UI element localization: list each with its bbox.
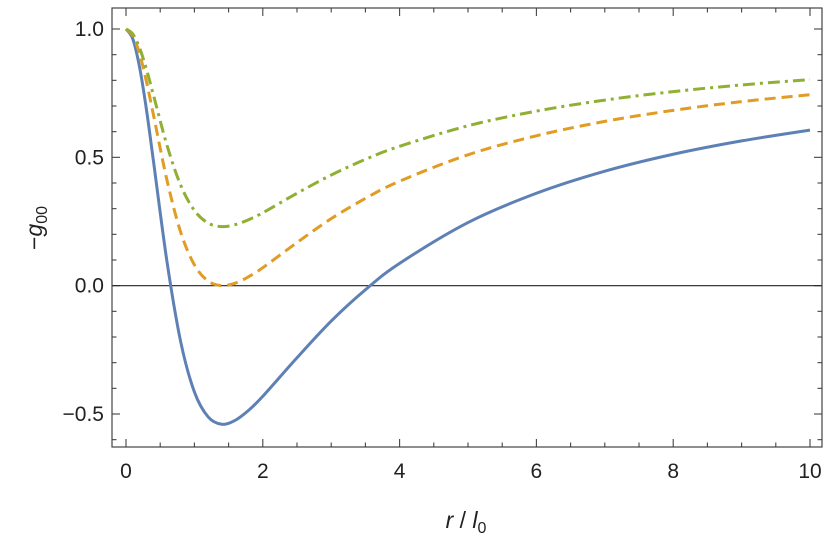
- series-line-dashed: [124, 27, 811, 288]
- x-tick-label: 10: [798, 460, 821, 483]
- y-tick-label: 0.0: [75, 275, 104, 298]
- series-group: [124, 27, 811, 426]
- y-tick-label: −0.5: [63, 403, 104, 426]
- x-tick-label: 6: [531, 460, 543, 483]
- x-tick-label: 2: [257, 460, 269, 483]
- x-tick-label: 0: [120, 460, 132, 483]
- series-line-dot-dashed: [125, 27, 811, 229]
- series-line-solid: [124, 28, 811, 426]
- x-tick-label: 8: [667, 460, 679, 483]
- tick-labels: 0 2 4 6 8 10 1.0 0.5 0.0 −0.5: [63, 18, 822, 483]
- y-axis-label: −g00: [21, 206, 51, 250]
- x-axis-label: r / l0: [446, 507, 487, 537]
- plot-frame: [111, 7, 823, 448]
- y-tick-label: 0.5: [75, 146, 104, 169]
- ticks: [112, 8, 822, 447]
- x-tick-label: 4: [394, 460, 406, 483]
- y-tick-label: 1.0: [75, 18, 104, 41]
